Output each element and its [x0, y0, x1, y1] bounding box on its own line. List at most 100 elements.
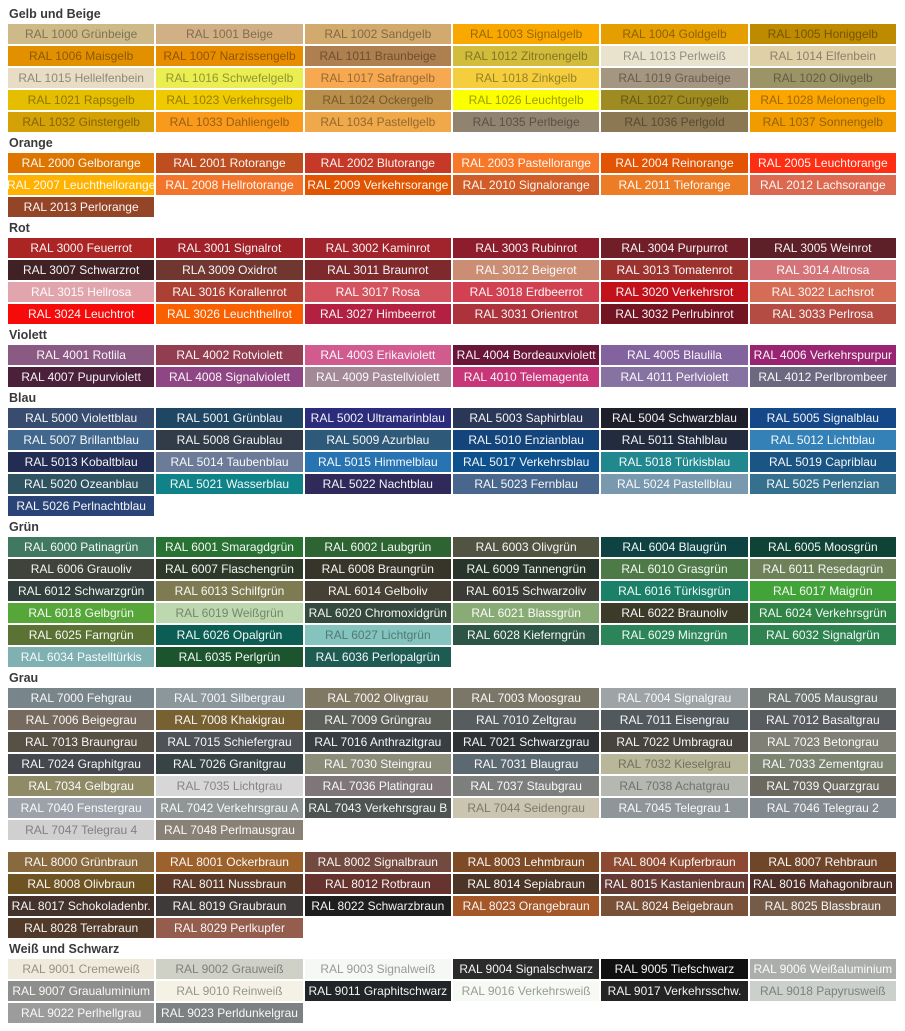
- color-swatch: RAL 7000 Fehgrau: [8, 688, 155, 708]
- color-section-blau: Blau RAL 5000 Violettblau RAL 5001 Grünbla…: [8, 392, 896, 516]
- color-swatch: RAL 7004 Signalgrau: [601, 688, 748, 708]
- color-swatch: RAL 6018 Gelbgrün: [8, 603, 155, 623]
- color-swatch: RAL 5010 Enzianblau: [452, 430, 600, 450]
- color-swatch: RAL 6006 Grauoliv: [8, 559, 155, 579]
- color-swatch: RAL 8011 Nussbraun: [156, 874, 303, 894]
- color-swatch: RAL 1026 Leuchtgelb: [452, 90, 600, 110]
- color-swatch: RAL 2003 Pastellorange: [452, 153, 600, 173]
- color-swatch: RAL 1024 Ockergelb: [304, 90, 451, 110]
- color-swatch: RAL 5008 Graublau: [156, 430, 303, 450]
- section-title: Blau: [9, 391, 37, 405]
- color-swatch: RAL 8003 Lehmbraun: [452, 852, 600, 872]
- color-swatch: RAL 1035 Perlbeige: [452, 112, 600, 132]
- color-grid: RAL 9001 Cremeweiß RAL 9002 Grauweiß RAL 9…: [8, 959, 896, 1023]
- color-swatch: RAL 1036 Perlgold: [601, 112, 748, 132]
- color-swatch: RAL 5012 Lichtblau: [749, 430, 896, 450]
- color-swatch: RAL 7002 Olivgrau: [304, 688, 451, 708]
- color-swatch: RAL 7034 Gelbgrau: [8, 776, 155, 796]
- color-swatch: RAL 5002 Ultramarinblau: [304, 408, 451, 428]
- color-swatch: RAL 2001 Rotorange: [156, 153, 303, 173]
- color-swatch: RAL 7036 Platingrau: [304, 776, 451, 796]
- color-swatch: RAL 1023 Verkehrsgelb: [156, 90, 303, 110]
- color-swatch: RAL 8008 Olivbraun: [8, 874, 155, 894]
- color-swatch: RAL 1021 Rapsgelb: [8, 90, 155, 110]
- color-swatch: RAL 8007 Rehbraun: [749, 852, 896, 872]
- color-swatch: RAL 1013 Perlweiß: [601, 46, 748, 66]
- color-swatch: RAL 3005 Weinrot: [749, 238, 896, 258]
- color-swatch: RAL 6026 Opalgrün: [156, 625, 303, 645]
- color-swatch: RAL 7021 Schwarzgrau: [452, 732, 600, 752]
- color-swatch: RAL 7010 Zeltgrau: [452, 710, 600, 730]
- color-swatch: RAL 5025 Perlenzian: [749, 474, 896, 494]
- color-section-violett: Violett RAL 4001 Rotlila RAL 4002 Rotviole…: [8, 329, 896, 387]
- color-swatch: RAL 8000 Grünbraun: [8, 852, 155, 872]
- section-title: Gelb und Beige: [9, 7, 101, 21]
- color-swatch: RAL 9010 Reinweiß: [156, 981, 303, 1001]
- color-swatch: RAL 7015 Schiefergrau: [156, 732, 303, 752]
- color-swatch: RAL 9023 Perldunkelgrau: [156, 1003, 303, 1023]
- color-grid: RAL 2000 Gelborange RAL 2001 Rotorange RAL…: [8, 153, 896, 217]
- color-swatch: RAL 3016 Korallenrot: [156, 282, 303, 302]
- color-swatch: RAL 3004 Purpurrot: [601, 238, 748, 258]
- color-swatch: RAL 6008 Braungrün: [304, 559, 451, 579]
- color-swatch: RAL 3011 Braunrot: [304, 260, 451, 280]
- color-swatch: RAL 8019 Graubraun: [156, 896, 303, 916]
- color-swatch: RAL 2009 Verkehrsorange: [304, 175, 451, 195]
- color-swatch: RAL 1017 Safrangelb: [304, 68, 451, 88]
- color-swatch: RAL 8012 Rotbraun: [304, 874, 451, 894]
- color-swatch: RAL 7042 Verkehrsgrau A: [156, 798, 303, 818]
- color-swatch: RAL 6028 Kieferngrün: [452, 625, 600, 645]
- color-swatch: RAL 1015 Hellelfenbein: [8, 68, 155, 88]
- color-swatch: RAL 3015 Hellrosa: [8, 282, 155, 302]
- color-swatch: RAL 8028 Terrabraun: [8, 918, 155, 938]
- color-swatch: RAL 5007 Brillantblau: [8, 430, 155, 450]
- color-swatch: RAL 6035 Perlgrün: [156, 647, 303, 667]
- color-section-gelb-und-beige: Gelb und Beige RAL 1000 Grünbeige RAL 1001…: [8, 8, 896, 132]
- color-swatch: RAL 8001 Ockerbraun: [156, 852, 303, 872]
- color-swatch: RAL 3024 Leuchtrot: [8, 304, 155, 324]
- color-swatch: RAL 3000 Feuerrot: [8, 238, 155, 258]
- color-swatch: RAL 7009 Grüngrau: [304, 710, 451, 730]
- section-title: Grün: [9, 520, 39, 534]
- color-swatch: RAL 9003 Signalweiß: [304, 959, 451, 979]
- color-swatch: RAL 6014 Gelboliv: [304, 581, 451, 601]
- color-section-gruen: Grün RAL 6000 Patinagrün RAL 6001 Smaragdg…: [8, 521, 896, 667]
- color-swatch: RAL 7046 Telegrau 2: [749, 798, 896, 818]
- color-swatch: RAL 9001 Cremeweiß: [8, 959, 155, 979]
- color-swatch: RAL 6013 Schilfgrün: [156, 581, 303, 601]
- color-swatch: RAL 7048 Perlmausgrau: [156, 820, 303, 840]
- color-section-rot: Rot RAL 3000 Feuerrot RAL 3001 Signalrot RA…: [8, 222, 896, 324]
- color-swatch: RAL 7001 Silbergrau: [156, 688, 303, 708]
- color-swatch: RAL 7013 Braungrau: [8, 732, 155, 752]
- color-swatch: RAL 4002 Rotviolett: [156, 345, 303, 365]
- color-swatch: RAL 1003 Signalgelb: [452, 24, 600, 44]
- color-swatch: RAL 3007 Schwarzrot: [8, 260, 155, 280]
- color-swatch: RAL 6034 Pastelltürkis: [8, 647, 155, 667]
- color-section-grau: Grau RAL 7000 Fehgrau RAL 7001 Silbergrau R…: [8, 672, 896, 840]
- color-swatch: RAL 4008 Signalviolett: [156, 367, 303, 387]
- section-title: Orange: [9, 136, 53, 150]
- color-swatch: RAL 2011 Tieforange: [601, 175, 748, 195]
- color-swatch: RAL 9007 Graualuminium: [8, 981, 155, 1001]
- color-swatch: RAL 6015 Schwarzoliv: [452, 581, 600, 601]
- color-swatch: RAL 6009 Tannengrün: [452, 559, 600, 579]
- color-swatch: RAL 7030 Steingrau: [304, 754, 451, 774]
- color-swatch: RAL 5023 Fernblau: [452, 474, 600, 494]
- color-swatch: RAL 4004 Bordeauxviolett: [452, 345, 600, 365]
- color-swatch: RAL 6007 Flaschengrün: [156, 559, 303, 579]
- color-grid: RAL 4001 Rotlila RAL 4002 Rotviolett RAL 4…: [8, 345, 896, 387]
- color-swatch: RAL 7031 Blaugrau: [452, 754, 600, 774]
- color-swatch: RAL 1000 Grünbeige: [8, 24, 155, 44]
- color-swatch: RAL 6029 Minzgrün: [601, 625, 748, 645]
- color-swatch: RAL 8014 Sepiabraun: [452, 874, 600, 894]
- color-swatch: RAL 7039 Quarzgrau: [749, 776, 896, 796]
- color-swatch: RAL 1033 Dahliengelb: [156, 112, 303, 132]
- color-swatch: RAL 9002 Grauweiß: [156, 959, 303, 979]
- color-swatch: RAL 9004 Signalschwarz: [452, 959, 600, 979]
- color-swatch: RAL 1018 Zinkgelb: [452, 68, 600, 88]
- color-swatch: RAL 3026 Leuchthellrot: [156, 304, 303, 324]
- color-swatch: RAL 5000 Violettblau: [8, 408, 155, 428]
- color-swatch: RAL 5009 Azurblau: [304, 430, 451, 450]
- color-swatch: RAL 1004 Goldgelb: [601, 24, 748, 44]
- color-swatch: RAL 3020 Verkehrsrot: [601, 282, 748, 302]
